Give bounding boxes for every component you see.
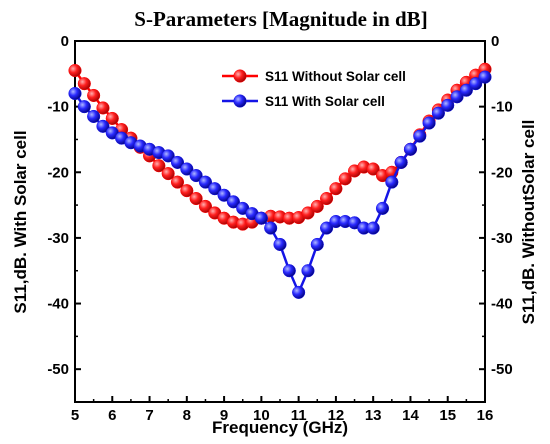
x-tick-label: 16 — [477, 407, 494, 424]
x-axis-title: Frequency (GHz) — [212, 418, 348, 437]
x-tick-label: 5 — [71, 407, 79, 424]
data-point — [366, 221, 380, 235]
data-point — [208, 182, 222, 196]
data-point — [459, 83, 473, 97]
y-axis-ticks: 0 0 -10 -10 -20 -20 -30 -30 -40 -40 -50 -50 — [47, 33, 512, 378]
data-point — [170, 155, 185, 169]
x-tick-label: 9 — [220, 407, 228, 424]
data-point — [320, 221, 334, 235]
x-tick-label: 11 — [291, 407, 307, 424]
data-point — [198, 175, 213, 189]
data-point — [189, 191, 203, 206]
data-point — [301, 206, 315, 220]
series-line — [73, 76, 486, 296]
data-point — [161, 167, 175, 181]
data-point — [329, 182, 343, 196]
y-left-tick-label: -40 — [47, 296, 69, 313]
y-left-tick-label: -10 — [47, 99, 69, 116]
data-point — [282, 264, 296, 278]
data-point — [68, 86, 82, 101]
y-right-tick-label: -10 — [491, 99, 513, 116]
data-point — [431, 106, 445, 120]
data-point — [77, 100, 91, 114]
data-point — [189, 169, 203, 183]
data-point — [301, 264, 315, 278]
x-tick-label: 12 — [328, 407, 345, 424]
data-point — [413, 129, 427, 143]
x-tick-label: 7 — [145, 407, 153, 424]
data-point — [385, 175, 399, 189]
data-point — [87, 88, 101, 103]
data-point — [161, 149, 175, 163]
data-point — [366, 162, 380, 176]
data-point — [77, 77, 91, 91]
y-right-tick-label: -50 — [491, 361, 513, 378]
data-point — [198, 199, 213, 213]
legend-label: S11 With Solar cell — [265, 94, 385, 109]
x-tick-label: 10 — [253, 407, 270, 424]
data-point — [441, 98, 455, 112]
data-point — [254, 211, 268, 225]
data-point — [152, 159, 166, 173]
data-point — [170, 175, 185, 189]
data-point — [320, 191, 334, 206]
y-right-tick-label: -40 — [491, 296, 513, 313]
data-point — [310, 237, 324, 252]
data-point — [292, 285, 306, 299]
data-point — [96, 101, 110, 115]
x-tick-label: 14 — [402, 407, 419, 424]
data-point — [450, 90, 464, 104]
y-left-tick-label: -30 — [47, 230, 69, 247]
data-point — [264, 221, 278, 235]
data-point — [180, 162, 194, 176]
data-point — [422, 116, 436, 130]
legend-marker — [233, 94, 247, 108]
x-axis-ticks: 5 6 7 8 9 10 11 12 13 14 15 16 — [71, 396, 494, 424]
data-point — [403, 142, 418, 156]
legend: S11 Without Solar cell S11 With Solar cel… — [222, 69, 406, 109]
y-left-tick-label: -50 — [47, 361, 69, 378]
data-point — [310, 199, 324, 213]
data-point — [478, 70, 492, 84]
x-tick-label: 15 — [439, 407, 456, 424]
data-point — [68, 63, 82, 78]
y-axis-left-title: S11,dB. With Solar cell — [11, 130, 30, 313]
series-with-solar-cell — [68, 70, 492, 299]
legend-label: S11 Without Solar cell — [265, 69, 406, 84]
y-right-tick-label: -30 — [491, 230, 513, 247]
data-point — [375, 201, 390, 215]
chart-title: S-Parameters [Magnitude in dB] — [134, 7, 427, 31]
data-point — [469, 77, 483, 91]
x-tick-label: 6 — [108, 407, 116, 424]
series-layer — [68, 62, 492, 299]
y-left-tick-label: -20 — [47, 164, 69, 181]
x-tick-label: 13 — [365, 407, 382, 424]
data-point — [105, 111, 119, 126]
y-left-tick-label: 0 — [61, 33, 69, 50]
x-tick-label: 8 — [183, 407, 191, 424]
y-right-tick-label: -20 — [491, 164, 513, 181]
data-point — [273, 237, 287, 252]
y-right-tick-label: 0 — [491, 33, 499, 50]
data-point — [96, 119, 110, 133]
data-point — [226, 195, 240, 209]
data-point — [180, 184, 194, 198]
data-point — [338, 172, 352, 186]
data-point — [87, 109, 101, 124]
y-axis-right-title: S11,dB. WithoutSolar cell — [519, 120, 538, 325]
legend-marker — [233, 69, 247, 83]
data-point — [394, 155, 408, 169]
data-point — [217, 188, 231, 202]
